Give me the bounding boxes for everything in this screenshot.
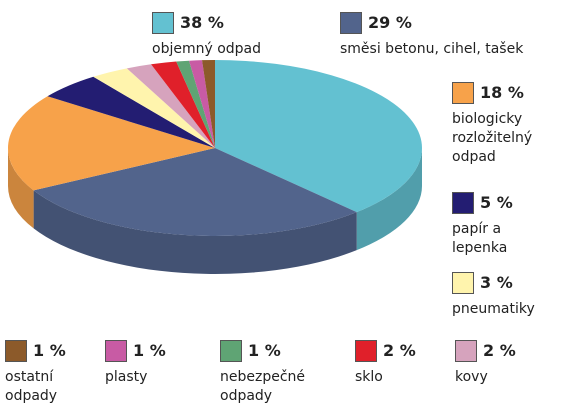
slice-side	[8, 148, 34, 229]
value-label: 1 %	[33, 341, 66, 360]
value-label: 2 %	[483, 341, 516, 360]
legend-label: kovy	[455, 369, 488, 385]
legend-swatch	[5, 340, 27, 362]
slice	[215, 60, 422, 213]
legend-swatch	[220, 340, 242, 362]
slice	[47, 76, 216, 148]
slice	[33, 148, 357, 237]
value-label: 38 %	[180, 13, 224, 32]
value-label: 29 %	[368, 13, 412, 32]
slice	[202, 60, 215, 148]
slice	[151, 61, 215, 148]
legend-label: biologicky rozložitelný odpad	[452, 111, 533, 165]
legend-swatch	[452, 272, 474, 294]
value-label: 2 %	[383, 341, 416, 360]
legend-swatch	[452, 192, 474, 214]
legend-swatch	[452, 82, 474, 104]
value-label: 1 %	[248, 341, 281, 360]
legend-swatch	[455, 340, 477, 362]
legend-swatch	[355, 340, 377, 362]
legend-label: papír a lepenka	[452, 221, 508, 256]
legend-swatch	[105, 340, 127, 362]
value-label: 5 %	[480, 193, 513, 212]
legend-swatch	[340, 12, 362, 34]
slice	[176, 60, 215, 148]
legend-label: sklo	[355, 369, 383, 385]
slice	[7, 96, 215, 191]
legend-swatch	[152, 12, 174, 34]
legend-label: objemný odpad	[152, 41, 262, 57]
legend-label: pneumatiky	[452, 301, 535, 317]
legend-label: směsi betonu, cihel, tašek	[340, 41, 524, 57]
legend-label: nebezpečné odpady	[220, 369, 306, 403]
value-label: 3 %	[480, 273, 513, 292]
legend-label: plasty	[105, 369, 148, 385]
slice	[93, 68, 215, 148]
slice-side	[356, 148, 422, 251]
slice	[126, 64, 215, 148]
slice-side	[33, 190, 357, 274]
legend-label: ostatní odpady	[5, 369, 58, 403]
slice	[189, 60, 215, 149]
value-label: 1 %	[133, 341, 166, 360]
value-label: 18 %	[480, 83, 524, 102]
